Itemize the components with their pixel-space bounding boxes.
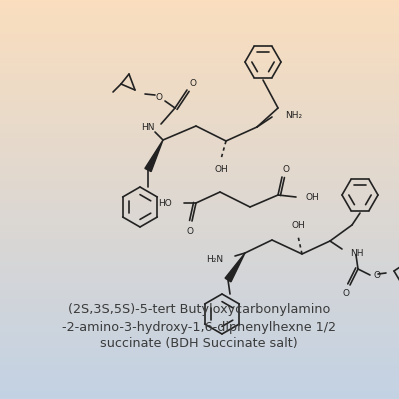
Text: HO: HO (158, 198, 172, 207)
Text: O: O (374, 271, 381, 280)
Text: OH: OH (306, 192, 320, 201)
Text: OH: OH (291, 221, 305, 231)
Text: O: O (156, 93, 162, 103)
Text: succinate (BDH Succinate salt): succinate (BDH Succinate salt) (100, 338, 298, 350)
Text: O: O (342, 288, 350, 298)
Text: -2-amino-3-hydroxy-1,6-diphenylhexne 1/2: -2-amino-3-hydroxy-1,6-diphenylhexne 1/2 (62, 320, 336, 334)
Text: (2S,3S,5S)-5-tert Butyloxycarbonylamino: (2S,3S,5S)-5-tert Butyloxycarbonylamino (68, 304, 330, 316)
Text: O: O (190, 79, 196, 89)
Text: OH: OH (214, 164, 228, 174)
Polygon shape (225, 253, 245, 282)
Text: H₂N: H₂N (206, 255, 223, 263)
Text: O: O (282, 164, 290, 174)
Text: NH₂: NH₂ (285, 111, 302, 119)
Text: O: O (186, 227, 194, 235)
Polygon shape (145, 140, 163, 172)
Text: NH: NH (350, 249, 363, 257)
Text: HN: HN (141, 122, 155, 132)
